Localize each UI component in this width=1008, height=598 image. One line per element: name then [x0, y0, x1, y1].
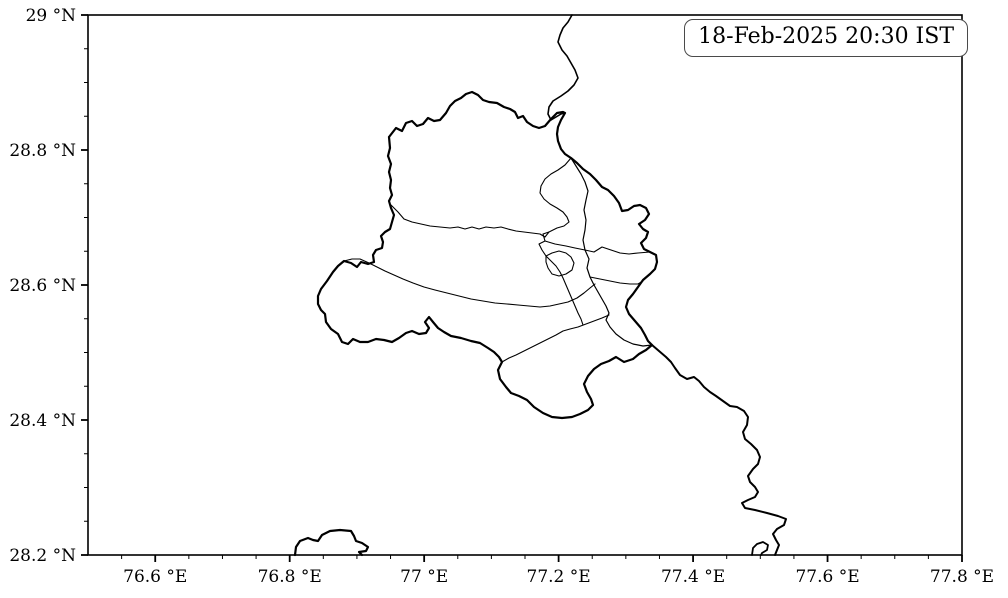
boundary-path-district-cross-link-b [584, 246, 651, 255]
boundary-path-yamuna-river-south [651, 344, 787, 556]
axes-tick-labels: 76.6 °E 76.8 °E 77 °E 77.2 °E 77.4 °E 77.6 °E… [9, 6, 994, 587]
x-axis-tick-label: 76.8 °E [258, 567, 322, 587]
x-axis-tick-label: 77 °E [400, 567, 448, 587]
boundary-path-district-line-central-chain [538, 157, 584, 326]
map-boundaries-layer [293, 14, 787, 557]
timestamp-badge: 18-Feb-2025 20:30 IST [684, 19, 968, 57]
x-axis-tick-label: 77.4 °E [661, 567, 725, 587]
axes-ticks [81, 14, 963, 562]
y-axis-tick-label: 28.4 °N [9, 411, 76, 431]
x-axis-tick-label: 77.6 °E [795, 567, 859, 587]
y-axis-tick-label: 28.8 °N [9, 141, 76, 161]
boundary-path-district-cross-link-a [544, 240, 586, 251]
boundary-path-district-cross-link-c [589, 276, 644, 285]
y-axis-tick-label: 29 °N [26, 6, 77, 26]
y-axis-tick-label: 28.6 °N [9, 276, 76, 296]
plot-border [87, 14, 963, 556]
boundary-path-district-line-south-diagonal [501, 314, 610, 363]
boundary-path-yamuna-river-city [570, 157, 653, 347]
boundary-path-yamuna-river-north [547, 14, 579, 121]
axes-frame [87, 14, 963, 556]
x-axis-tick-label: 77.8 °E [930, 567, 994, 587]
x-axis-tick-label: 77.2 °E [527, 567, 591, 587]
boundary-path-delhi-outer-boundary [316, 90, 659, 420]
boundary-path-new-delhi-district-loop [545, 250, 575, 277]
y-axis-tick-label: 28.2 °N [9, 546, 76, 566]
boundary-path-district-line-west [343, 258, 596, 308]
boundary-path-boundary-fragment-southwest [293, 528, 370, 557]
x-axis-tick-label: 76.6 °E [123, 567, 187, 587]
boundary-path-south-exit-hook [751, 541, 769, 556]
boundary-path-district-line-north [390, 204, 550, 238]
